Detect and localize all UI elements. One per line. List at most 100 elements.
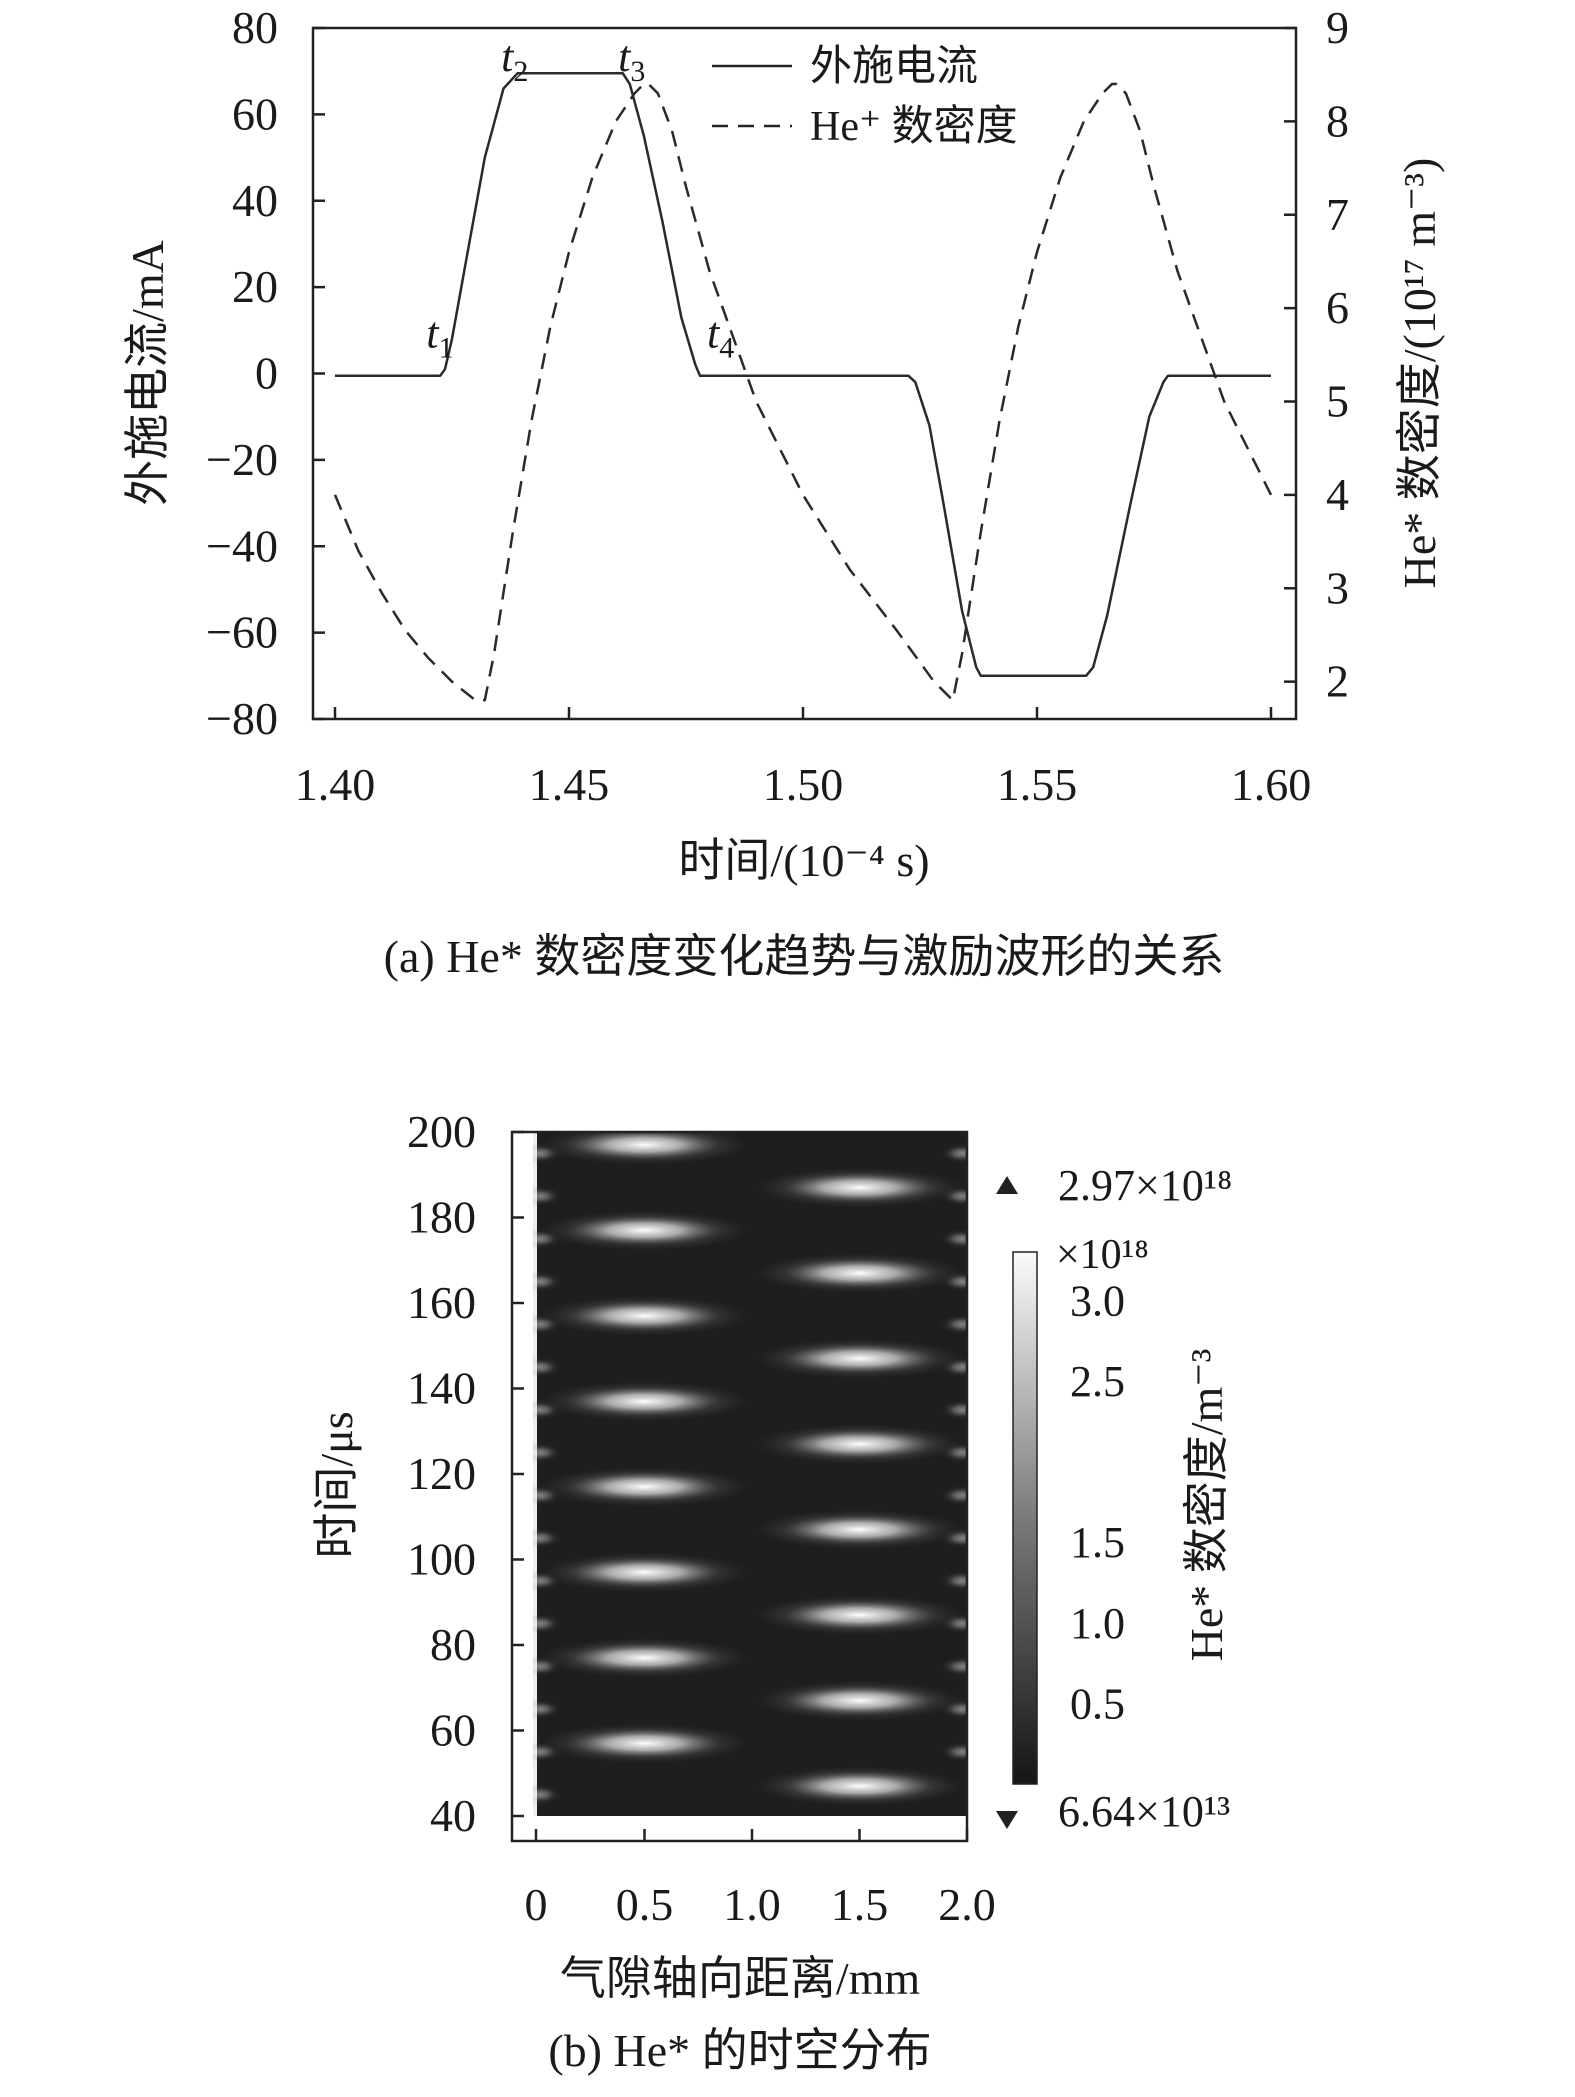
chart-a-right-axis-title: He* 数密度/(10¹⁷ m⁻³) [1394,158,1445,589]
a-yr-tick-4: 5 [1326,376,1349,427]
colorbar-title: He* 数密度/m⁻³ [1181,1349,1232,1662]
bright-spot-0-5mm-edge [533,1228,562,1249]
colorbar-multiplier: ×10¹⁸ [1056,1232,1149,1278]
chart-a-caption: (a) He* 数密度变化趋势与激励波形的关系 [384,931,1225,982]
bright-spot-1-5mm [754,1167,965,1208]
b-y-tick-8: 40 [430,1790,476,1841]
annotation-t1: t1 [426,309,453,365]
bright-spot-1-5mm [754,1338,965,1379]
annotation-t3: t3 [618,32,645,88]
b-y-tick-4: 120 [407,1448,476,1499]
b-x-tick-2: 1.0 [723,1879,781,1930]
bright-spot-1-5mm-edge [533,1186,562,1207]
a-yl-tick-5: −20 [206,434,278,485]
chart-b-y-axis-title: 时间/μs [311,1411,362,1558]
bright-spot-0-5mm [539,1381,750,1422]
series-density-line [333,82,1273,702]
a-yl-tick-6: −40 [206,520,278,571]
chart-b-x-axis-title: 气隙轴向距离/mm [560,1953,921,2004]
a-x-tick-4: 1.60 [1231,759,1312,810]
bright-spot-1-5mm-edge [533,1528,562,1549]
chart-a-legend: 外施电流 He⁺ 数密度 [712,44,1018,150]
bright-spot-0-5mm-edge [533,1741,562,1762]
b-y-tick-1: 180 [407,1192,476,1243]
legend-label-density: He⁺ 数密度 [810,103,1018,150]
bright-spot-0-5mm [539,1637,750,1678]
a-yl-tick-4: 0 [255,348,278,399]
bright-spot-1-5mm [754,1253,965,1294]
bright-spot-1-5mm-edge [940,1143,967,1164]
cb-tick-4: 0.5 [1070,1679,1125,1728]
bright-spot-1-5mm-edge [533,1613,562,1634]
a-yr-tick-7: 2 [1326,656,1349,707]
chart-b-ticks [512,1130,969,1841]
bright-spot-0-5mm-edge [533,1314,562,1335]
chart-a-left-axis-title: 外施电流/mA [122,240,173,506]
a-yl-tick-8: −80 [206,693,278,744]
bright-spot-1-5mm-edge [533,1357,562,1378]
bright-spot-1-5mm-edge [940,1656,967,1677]
a-yl-tick-1: 60 [232,88,278,139]
a-yr-tick-2: 7 [1326,189,1349,240]
bright-spot-1-5mm-edge [533,1784,562,1805]
bright-spot-1-5mm [754,1509,965,1550]
chart-a-annotations: t1 t2 t3 t4 [426,32,734,364]
a-x-tick-1: 1.45 [529,759,610,810]
chart-a-right-tick-labels: 9 8 7 6 5 4 3 2 [1326,2,1349,707]
heatmap-left-strip [533,1132,537,1816]
bright-spot-0-5mm [539,1295,750,1336]
b-x-tick-1: 0.5 [616,1879,674,1930]
colorbar: ×10¹⁸ 3.0 2.5 1.5 1.0 0.5 He* 数密度/m⁻³ 2.… [996,1161,1232,1836]
b-y-tick-2: 160 [407,1277,476,1328]
chart-a: t1 t2 t3 t4 1.40 1.45 1.50 1.55 1.60 80 60 … [122,2,1445,982]
bright-spot-1-5mm-edge [940,1570,967,1591]
colorbar-max-label: 2.97×10¹⁸ [1058,1161,1232,1210]
bright-spot-0-5mm [539,1723,750,1764]
a-yl-tick-3: 20 [232,261,278,312]
b-y-tick-0: 200 [407,1106,476,1157]
bright-spot-0-5mm [539,1466,750,1507]
a-yr-tick-1: 8 [1326,95,1349,146]
a-yr-tick-0: 9 [1326,2,1349,53]
cb-tick-0: 3.0 [1070,1276,1125,1325]
annotation-t2: t2 [501,32,528,88]
chart-b: 0 0.5 1.0 1.5 2.0 200 180 160 140 120 10… [311,1101,1232,2076]
colorbar-min-label: 6.64×10¹³ [1058,1787,1230,1836]
chart-b-x-tick-labels: 0 0.5 1.0 1.5 2.0 [525,1879,996,1930]
chart-a-ticks [313,26,1296,721]
a-yr-tick-3: 6 [1326,282,1349,333]
cb-tick-1: 2.5 [1070,1357,1125,1406]
a-yl-tick-7: −60 [206,607,278,658]
cb-tick-2: 1.5 [1070,1518,1125,1567]
bright-spot-0-5mm [539,1552,750,1593]
heatmap-bright-spots [533,1101,984,1807]
chart-b-y-tick-labels: 200 180 160 140 120 100 80 60 40 [407,1106,476,1841]
bright-spot-0-5mm-edge [533,1399,562,1420]
a-yr-tick-5: 4 [1326,469,1349,520]
bright-spot-1-5mm [754,1595,965,1636]
chart-b-frame [510,1130,969,1843]
bright-spot-0-5mm-edge [533,1570,562,1591]
a-yr-tick-6: 3 [1326,562,1349,613]
chart-b-caption: (b) He* 的时空分布 [548,2025,931,2076]
a-yl-tick-0: 80 [232,2,278,53]
b-x-tick-4: 2.0 [938,1879,996,1930]
chart-a-x-axis-title: 时间/(10⁻⁴ s) [678,835,929,886]
b-y-tick-7: 60 [430,1705,476,1756]
b-y-tick-3: 140 [407,1363,476,1414]
bright-spot-1-5mm [754,1424,965,1465]
bright-spot-0-5mm-edge [940,1101,984,1121]
bright-spot-0-5mm-edge [533,1485,562,1506]
legend-label-current: 外施电流 [810,44,978,90]
bright-spot-0-5mm [539,1132,750,1165]
a-x-tick-0: 1.40 [295,759,376,810]
bright-spot-1-5mm [754,1680,965,1721]
max-triangle-icon [996,1176,1018,1194]
bright-spot-1-5mm-edge [533,1271,562,1292]
bright-spot-1-5mm-edge [940,1399,967,1420]
bright-spot-0-5mm-edge [533,1143,562,1164]
bright-spot-0-5mm-edge [533,1656,562,1677]
bright-spot-1-5mm-edge [940,1314,967,1335]
a-x-tick-2: 1.50 [763,759,844,810]
colorbar-tick-labels: 3.0 2.5 1.5 1.0 0.5 [1070,1276,1125,1728]
